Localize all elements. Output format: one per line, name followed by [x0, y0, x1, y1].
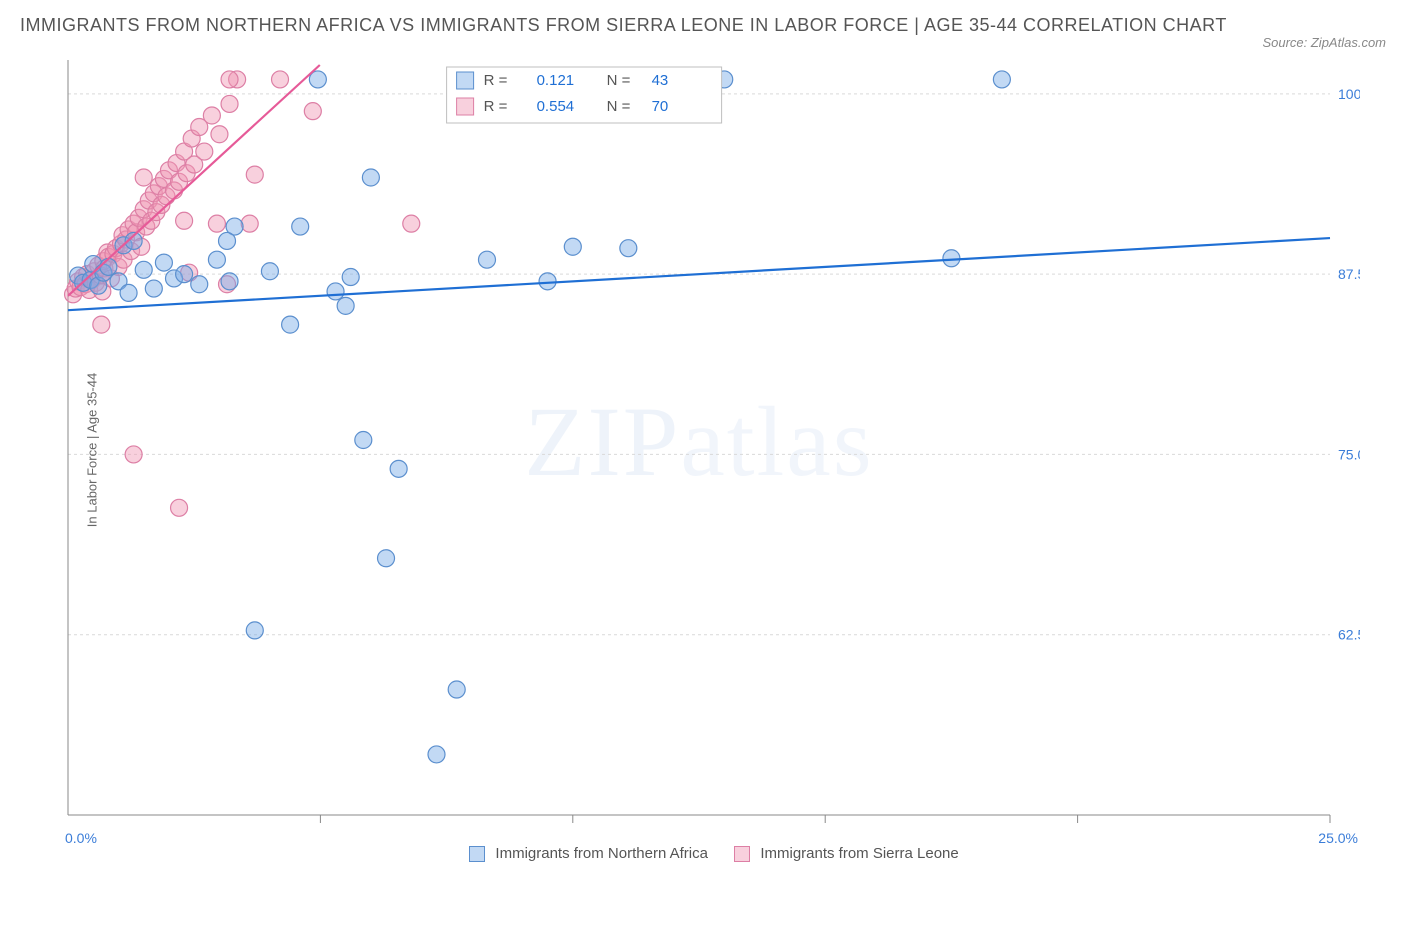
data-point — [100, 258, 117, 275]
legend-r-value: 0.554 — [537, 98, 575, 115]
data-point — [145, 280, 162, 297]
data-point — [176, 212, 193, 229]
data-point — [362, 169, 379, 186]
data-point — [261, 263, 278, 280]
data-point — [196, 143, 213, 160]
x-tick-label: 25.0% — [1318, 830, 1358, 845]
data-point — [620, 240, 637, 257]
y-tick-label: 75.0% — [1338, 446, 1360, 462]
data-point — [539, 273, 556, 290]
data-point — [191, 276, 208, 293]
chart-area: In Labor Force | Age 35-44 ZIPatlas 62.5%… — [20, 55, 1386, 845]
data-point — [993, 71, 1010, 88]
legend-label-pink: Immigrants from Sierra Leone — [760, 845, 958, 862]
y-tick-label: 100.0% — [1338, 86, 1360, 102]
legend-swatch-blue — [469, 846, 485, 862]
data-point — [241, 215, 258, 232]
source-label: Source: ZipAtlas.com — [1262, 35, 1386, 50]
data-point — [208, 251, 225, 268]
data-point — [292, 218, 309, 235]
data-point — [171, 499, 188, 516]
data-point — [478, 251, 495, 268]
y-tick-label: 62.5% — [1338, 627, 1360, 643]
bottom-legend: Immigrants from Northern Africa Immigran… — [20, 845, 1386, 862]
legend-n-value: 43 — [652, 72, 669, 89]
data-point — [304, 103, 321, 120]
data-point — [943, 250, 960, 267]
data-point — [120, 284, 137, 301]
legend-r-label: R = — [484, 98, 508, 115]
data-point — [208, 215, 225, 232]
data-point — [403, 215, 420, 232]
data-point — [246, 622, 263, 639]
data-point — [342, 269, 359, 286]
data-point — [219, 232, 236, 249]
data-point — [428, 746, 445, 763]
data-point — [221, 273, 238, 290]
data-point — [564, 238, 581, 255]
trend-line — [68, 65, 320, 296]
legend-n-label: N = — [607, 98, 631, 115]
data-point — [135, 261, 152, 278]
data-point — [448, 681, 465, 698]
x-tick-label: 0.0% — [65, 830, 97, 845]
data-point — [203, 107, 220, 124]
data-point — [282, 316, 299, 333]
data-point — [355, 432, 372, 449]
data-point — [337, 297, 354, 314]
y-tick-label: 87.5% — [1338, 266, 1360, 282]
data-point — [272, 71, 289, 88]
data-point — [327, 283, 344, 300]
data-point — [155, 254, 172, 271]
data-point — [390, 460, 407, 477]
legend-swatch-pink — [734, 846, 750, 862]
data-point — [135, 169, 152, 186]
data-point — [125, 446, 142, 463]
data-point — [93, 316, 110, 333]
chart-title: IMMIGRANTS FROM NORTHERN AFRICA VS IMMIG… — [20, 10, 1227, 41]
legend-n-label: N = — [607, 72, 631, 89]
data-point — [246, 166, 263, 183]
legend-n-value: 70 — [652, 98, 669, 115]
legend-r-value: 0.121 — [537, 72, 575, 89]
legend-swatch — [457, 72, 474, 89]
svg-text:ZIPatlas: ZIPatlas — [524, 386, 873, 497]
data-point — [221, 95, 238, 112]
y-axis-label: In Labor Force | Age 35-44 — [85, 373, 100, 527]
scatter-chart: ZIPatlas 62.5% 75.0% 87.5% 100.0% 0.0% 25.0% R … — [20, 55, 1360, 845]
legend-r-label: R = — [484, 72, 508, 89]
data-point — [221, 71, 238, 88]
trend-line — [68, 238, 1330, 310]
legend-swatch — [457, 98, 474, 115]
legend-label-blue: Immigrants from Northern Africa — [495, 845, 708, 862]
data-point — [378, 550, 395, 567]
data-point — [211, 126, 228, 143]
chart-header: IMMIGRANTS FROM NORTHERN AFRICA VS IMMIG… — [20, 10, 1386, 50]
data-point — [176, 266, 193, 283]
